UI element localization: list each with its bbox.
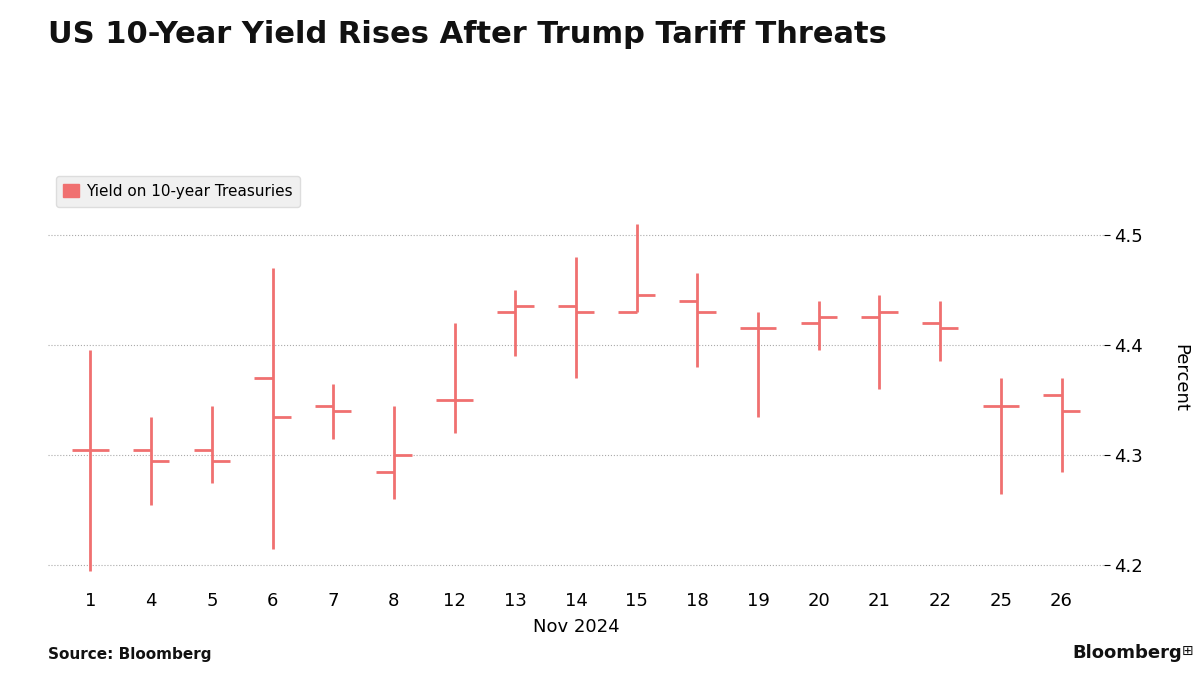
Text: Bloomberg: Bloomberg <box>1073 643 1182 662</box>
Legend: Yield on 10-year Treasuries: Yield on 10-year Treasuries <box>55 176 300 207</box>
Text: US 10-Year Yield Rises After Trump Tariff Threats: US 10-Year Yield Rises After Trump Tarif… <box>48 20 887 49</box>
Text: Source: Bloomberg: Source: Bloomberg <box>48 647 211 662</box>
Text: ⊞: ⊞ <box>1182 644 1194 658</box>
Y-axis label: Percent: Percent <box>1171 344 1189 412</box>
X-axis label: Nov 2024: Nov 2024 <box>533 618 619 637</box>
